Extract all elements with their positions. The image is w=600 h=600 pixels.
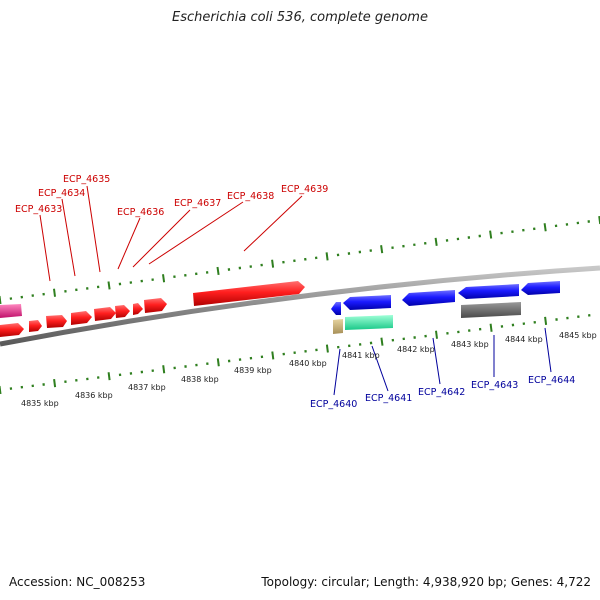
gene-tan[interactable] xyxy=(333,319,343,334)
gene-red-h[interactable] xyxy=(144,298,167,313)
reverse-gene-labels: ECP_4640 ECP_4641 ECP_4642 ECP_4643 ECP_… xyxy=(310,375,575,410)
reverse-strand-ruler xyxy=(0,314,591,395)
ruler-label: 4842 kbp xyxy=(397,345,435,354)
major-tick xyxy=(53,378,57,388)
ruler-labels: 4835 kbp 4836 kbp 4837 kbp 4838 kbp 4839… xyxy=(21,331,597,408)
major-tick xyxy=(434,237,438,246)
gene-red-c[interactable] xyxy=(46,315,67,328)
gene-red-b[interactable] xyxy=(29,320,42,332)
gene-label-ecp-4643[interactable]: ECP_4643 xyxy=(471,380,518,391)
leader-ecp-4640 xyxy=(333,348,341,396)
leader-ecp-4642 xyxy=(432,337,441,385)
major-tick xyxy=(216,266,220,276)
major-tick xyxy=(0,385,2,395)
leader-ecp-4633 xyxy=(39,214,51,282)
forward-strand-ruler xyxy=(0,215,600,305)
accession-text: Accession: NC_008253 xyxy=(9,575,146,589)
leader-ecp-4637 xyxy=(132,209,191,268)
leader-ecp-4641 xyxy=(371,345,389,392)
gene-blue-a[interactable] xyxy=(331,302,341,315)
ruler-label: 4844 kbp xyxy=(505,335,543,344)
gene-blue-b[interactable] xyxy=(343,295,391,310)
major-tick xyxy=(325,344,329,353)
gene-label-ecp-4644[interactable]: ECP_4644 xyxy=(528,375,575,386)
leader-ecp-4638 xyxy=(148,201,244,265)
gene-leader-lines xyxy=(39,185,552,396)
leader-ecp-4639 xyxy=(243,195,303,252)
major-tick xyxy=(380,245,384,254)
genome-backbone xyxy=(0,265,600,347)
ruler-label: 4843 kbp xyxy=(451,340,489,349)
major-tick xyxy=(107,372,111,381)
gene-teal[interactable] xyxy=(345,315,393,330)
ruler-label: 4838 kbp xyxy=(181,375,219,384)
gene-label-ecp-4636[interactable]: ECP_4636 xyxy=(117,207,164,218)
gene-label-ecp-4639[interactable]: ECP_4639 xyxy=(281,184,328,195)
gene-gray[interactable] xyxy=(461,302,521,318)
major-tick xyxy=(325,252,329,261)
major-tick xyxy=(271,259,275,268)
major-tick xyxy=(489,230,493,239)
major-tick xyxy=(380,337,384,346)
gene-red-d[interactable] xyxy=(71,311,92,325)
ruler-label: 4837 kbp xyxy=(128,383,166,392)
gene-red-long[interactable] xyxy=(193,281,305,306)
ruler-label: 4840 kbp xyxy=(289,359,327,368)
major-tick xyxy=(107,281,111,290)
gene-label-ecp-4633[interactable]: ECP_4633 xyxy=(15,204,62,215)
major-tick xyxy=(271,351,275,360)
gene-label-ecp-4637[interactable]: ECP_4637 xyxy=(174,198,221,209)
ruler-label: 4841 kbp xyxy=(342,351,380,360)
major-tick xyxy=(435,330,438,339)
ruler-label: 4835 kbp xyxy=(21,399,59,408)
major-tick xyxy=(53,288,56,297)
leader-ecp-4644 xyxy=(544,327,552,373)
reverse-genes xyxy=(331,281,560,334)
map-title: Escherichia coli 536, complete genome xyxy=(172,10,428,25)
gene-blue-c[interactable] xyxy=(402,290,455,306)
gene-blue-d[interactable] xyxy=(458,284,519,299)
leader-ecp-4636 xyxy=(117,217,141,270)
leader-ecp-4635 xyxy=(86,185,101,273)
major-tick xyxy=(162,274,166,283)
gene-red-g[interactable] xyxy=(133,303,143,315)
gene-red-e[interactable] xyxy=(94,307,116,321)
gene-label-ecp-4640[interactable]: ECP_4640 xyxy=(310,399,357,410)
gene-label-ecp-4641[interactable]: ECP_4641 xyxy=(365,393,412,404)
major-tick xyxy=(0,295,2,305)
gene-label-ecp-4635[interactable]: ECP_4635 xyxy=(63,174,110,185)
forward-genes xyxy=(0,281,305,337)
gene-pink[interactable] xyxy=(0,304,22,318)
major-tick xyxy=(162,365,166,374)
gene-red-a[interactable] xyxy=(0,323,24,337)
gene-label-ecp-4642[interactable]: ECP_4642 xyxy=(418,387,465,398)
leader-ecp-4634 xyxy=(61,198,76,277)
genome-summary-text: Topology: circular; Length: 4,938,920 bp… xyxy=(261,575,591,589)
gene-red-f[interactable] xyxy=(115,305,130,318)
major-tick xyxy=(489,323,493,332)
forward-gene-labels: ECP_4633 ECP_4634 ECP_4635 ECP_4636 ECP_… xyxy=(15,174,328,218)
gene-label-ecp-4634[interactable]: ECP_4634 xyxy=(38,188,85,199)
major-tick xyxy=(543,223,547,232)
ruler-label: 4845 kbp xyxy=(559,331,597,340)
gene-blue-e[interactable] xyxy=(521,281,560,295)
major-tick xyxy=(544,316,548,326)
gene-label-ecp-4638[interactable]: ECP_4638 xyxy=(227,191,274,202)
ruler-label: 4836 kbp xyxy=(75,391,113,400)
major-tick xyxy=(216,358,220,367)
ruler-label: 4839 kbp xyxy=(234,366,272,375)
